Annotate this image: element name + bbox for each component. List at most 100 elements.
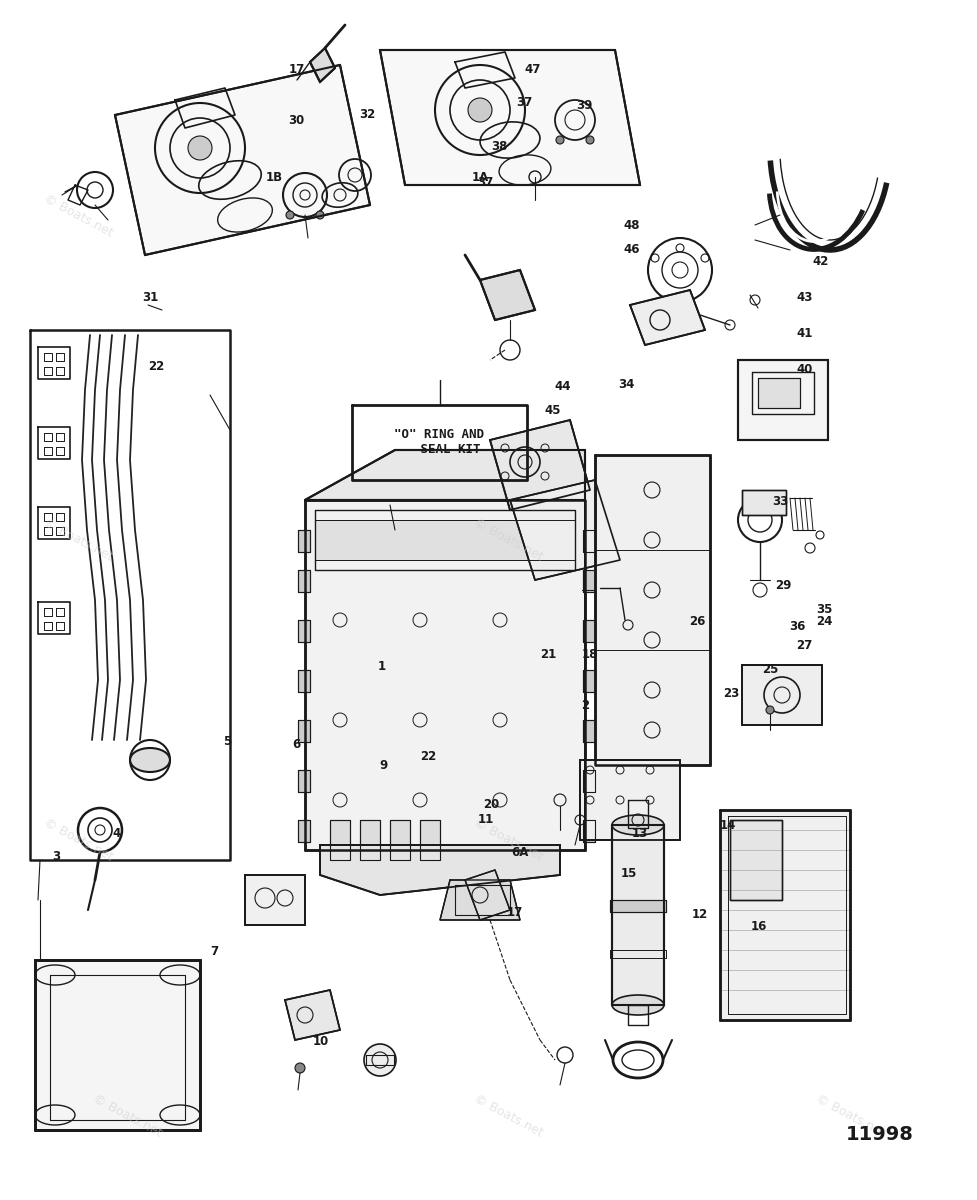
Text: © Boats.net: © Boats.net — [471, 816, 545, 864]
Text: 30: 30 — [288, 114, 305, 126]
Text: 31: 31 — [142, 292, 158, 304]
Polygon shape — [742, 490, 786, 515]
Text: © Boats.net: © Boats.net — [41, 816, 115, 864]
Circle shape — [468, 98, 492, 122]
Polygon shape — [612, 826, 664, 1006]
Text: 7: 7 — [210, 946, 218, 958]
Polygon shape — [305, 450, 585, 500]
Polygon shape — [758, 378, 800, 408]
Circle shape — [286, 211, 294, 218]
Text: 3: 3 — [53, 851, 61, 863]
Polygon shape — [440, 880, 520, 920]
Polygon shape — [420, 820, 440, 860]
Text: 37: 37 — [477, 176, 493, 188]
Text: 18: 18 — [581, 648, 598, 660]
Polygon shape — [490, 420, 590, 510]
Text: 26: 26 — [689, 616, 705, 628]
Polygon shape — [320, 845, 560, 895]
Text: 32: 32 — [360, 108, 376, 120]
Text: 46: 46 — [623, 244, 640, 256]
Text: 1: 1 — [378, 660, 386, 672]
Circle shape — [556, 136, 564, 144]
Polygon shape — [360, 820, 380, 860]
Circle shape — [295, 1063, 305, 1073]
Text: 29: 29 — [775, 580, 791, 592]
Text: 17: 17 — [507, 906, 524, 918]
Text: 12: 12 — [692, 908, 708, 920]
Text: 23: 23 — [723, 688, 740, 700]
Text: 34: 34 — [618, 378, 635, 390]
Text: 22: 22 — [149, 360, 165, 372]
Text: 22: 22 — [420, 750, 437, 762]
Polygon shape — [298, 720, 310, 742]
Circle shape — [316, 211, 324, 218]
Text: © Boats.net: © Boats.net — [471, 1092, 545, 1140]
Text: © Boats.net: © Boats.net — [41, 192, 115, 240]
Polygon shape — [580, 760, 680, 840]
Text: © Boats.net: © Boats.net — [41, 516, 115, 564]
Polygon shape — [583, 570, 595, 592]
Polygon shape — [330, 820, 350, 860]
Text: 16: 16 — [750, 920, 767, 932]
Circle shape — [766, 706, 774, 714]
Polygon shape — [298, 820, 310, 842]
Text: © Boats.net: © Boats.net — [813, 1092, 887, 1140]
Text: 38: 38 — [491, 140, 508, 152]
Text: 47: 47 — [525, 64, 541, 76]
Text: 44: 44 — [555, 380, 572, 392]
Text: 10: 10 — [313, 1036, 329, 1048]
Polygon shape — [298, 620, 310, 642]
Polygon shape — [583, 720, 595, 742]
Polygon shape — [465, 870, 510, 920]
Polygon shape — [583, 820, 595, 842]
Polygon shape — [583, 770, 595, 792]
Text: 13: 13 — [632, 828, 649, 840]
Text: 1B: 1B — [266, 172, 283, 184]
Polygon shape — [730, 820, 782, 900]
Polygon shape — [315, 520, 575, 560]
Text: 15: 15 — [620, 868, 637, 880]
Polygon shape — [298, 770, 310, 792]
Polygon shape — [298, 670, 310, 692]
Text: 36: 36 — [789, 620, 806, 632]
Ellipse shape — [130, 748, 170, 772]
Polygon shape — [380, 50, 640, 185]
Polygon shape — [583, 620, 595, 642]
Text: 39: 39 — [576, 100, 593, 112]
Text: 17: 17 — [288, 64, 305, 76]
Text: 37: 37 — [516, 96, 532, 108]
Polygon shape — [720, 810, 850, 1020]
Ellipse shape — [612, 815, 664, 835]
Ellipse shape — [612, 995, 664, 1015]
Polygon shape — [298, 530, 310, 552]
Polygon shape — [583, 670, 595, 692]
Text: 14: 14 — [720, 820, 737, 832]
Text: © Boats.net: © Boats.net — [90, 1092, 164, 1140]
Text: 2: 2 — [581, 700, 589, 712]
Polygon shape — [595, 455, 710, 766]
Polygon shape — [298, 570, 310, 592]
Text: 1A: 1A — [472, 172, 489, 184]
Polygon shape — [510, 480, 620, 580]
Text: 4: 4 — [112, 828, 120, 840]
Polygon shape — [480, 270, 535, 320]
Text: 33: 33 — [772, 496, 788, 508]
Text: 35: 35 — [816, 604, 832, 616]
Text: 25: 25 — [762, 664, 779, 676]
Text: 21: 21 — [540, 648, 557, 660]
Text: 11: 11 — [478, 814, 494, 826]
Polygon shape — [115, 65, 370, 254]
Text: © Boats.net: © Boats.net — [471, 516, 545, 564]
Text: 45: 45 — [544, 404, 561, 416]
Text: 6: 6 — [293, 738, 301, 750]
Polygon shape — [583, 530, 595, 552]
Text: "O" RING AND
   SEAL KIT: "O" RING AND SEAL KIT — [395, 428, 485, 456]
Text: 9: 9 — [379, 760, 387, 772]
Text: 11998: 11998 — [846, 1126, 913, 1145]
Polygon shape — [245, 875, 305, 925]
Polygon shape — [738, 360, 828, 440]
Polygon shape — [285, 990, 340, 1040]
Circle shape — [364, 1044, 396, 1076]
Text: 40: 40 — [796, 364, 813, 376]
Circle shape — [586, 136, 594, 144]
